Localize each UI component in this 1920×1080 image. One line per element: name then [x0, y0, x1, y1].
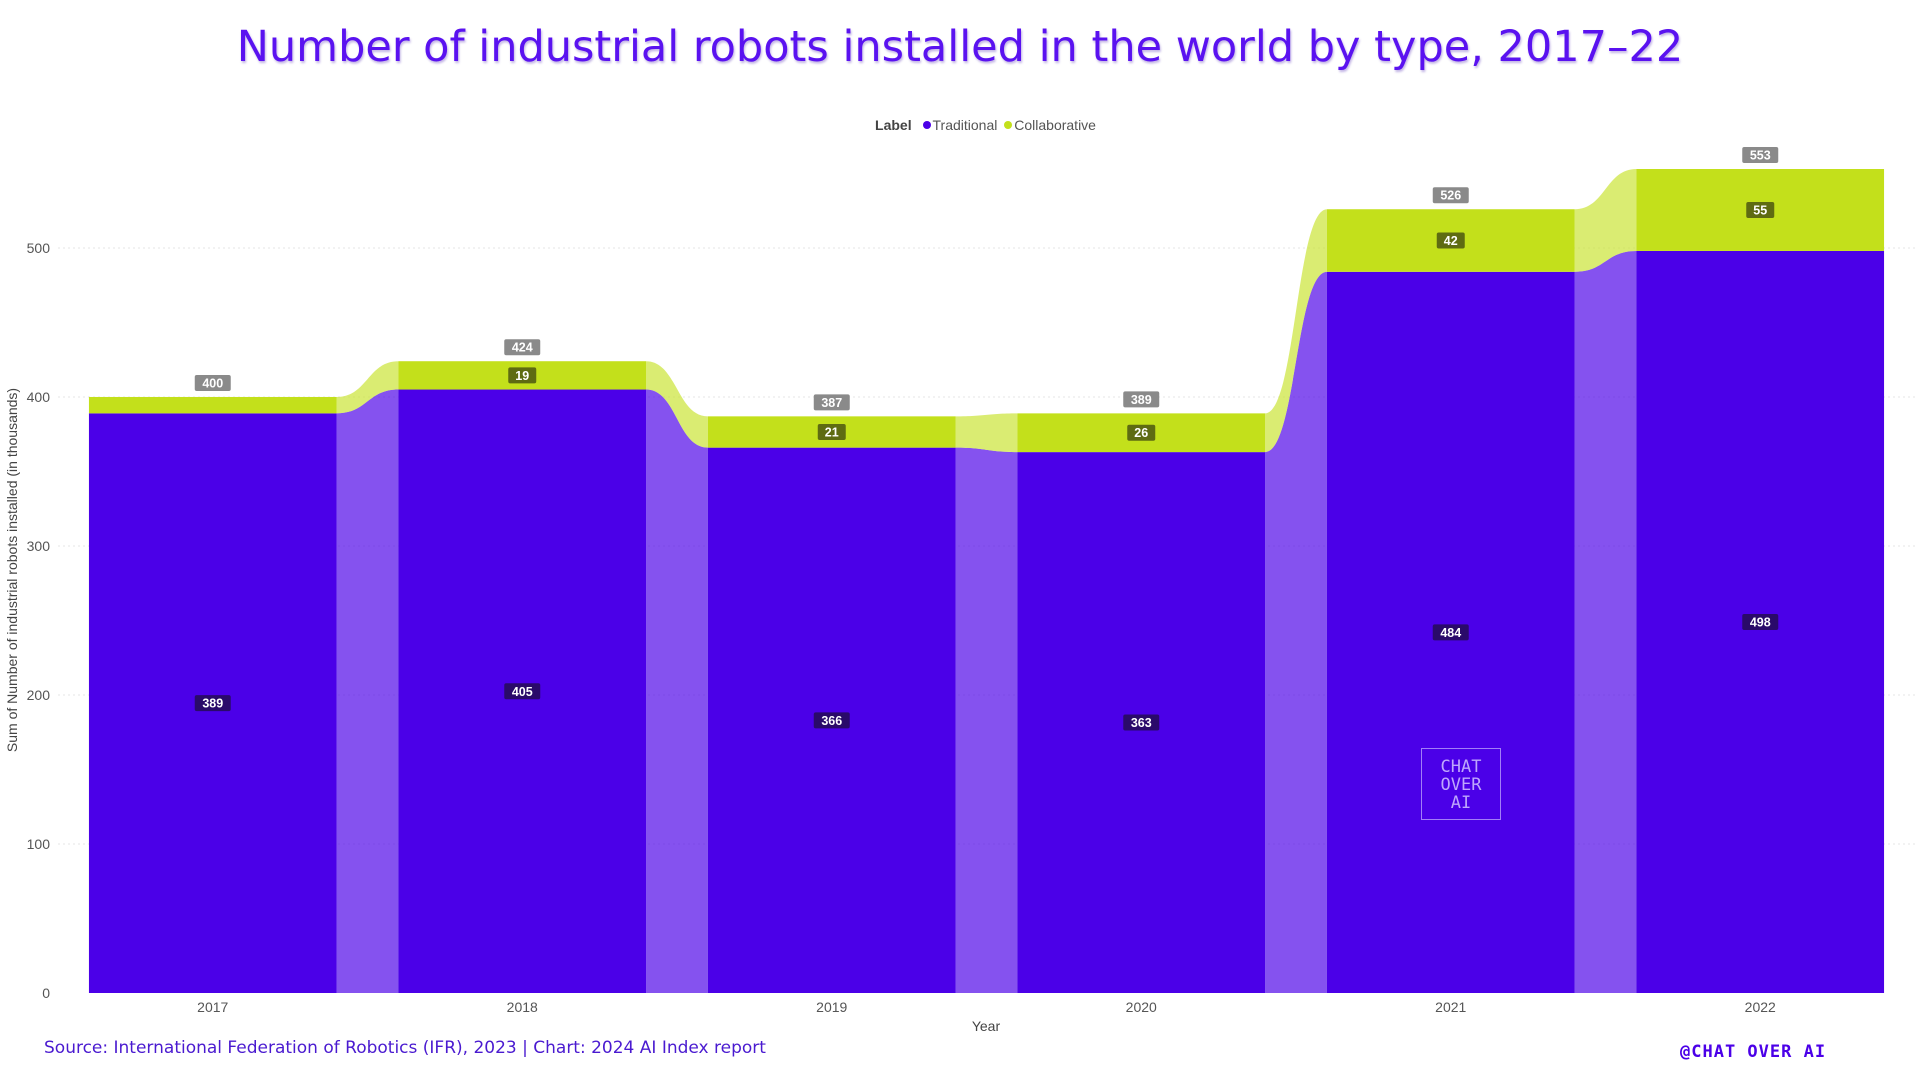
x-tick-label-2021: 2021 — [1435, 999, 1466, 1015]
ribbon-traditional-2018 — [646, 389, 708, 993]
data-label-traditional-2021-bg — [1432, 624, 1469, 641]
x-tick-label-2022: 2022 — [1745, 999, 1776, 1015]
data-label-total-2022: 553 — [1742, 147, 1779, 163]
data-label-traditional-2018-bg — [504, 683, 541, 700]
x-tick-label-2017: 2017 — [197, 999, 228, 1015]
data-label-traditional-2021-text: 484 — [1440, 626, 1461, 640]
data-label-traditional-2019-text: 366 — [821, 714, 842, 728]
ribbon-collaborative-2018 — [646, 361, 708, 448]
data-label-traditional-2019-bg — [813, 712, 850, 729]
data-label-collaborative-2019-bg — [817, 423, 846, 440]
y-tick-label-500: 500 — [27, 240, 51, 256]
data-label-collaborative-2020-text: 26 — [1134, 426, 1148, 440]
data-label-collaborative-2020-bg — [1127, 424, 1156, 441]
ribbon-collaborative-2020 — [1265, 209, 1327, 453]
y-tick-label-400: 400 — [27, 389, 51, 405]
data-label-collaborative-2021-bg — [1436, 232, 1465, 249]
data-label-traditional-2020-bg — [1123, 714, 1160, 731]
data-label-traditional-2018-text: 405 — [512, 685, 533, 699]
data-label-collaborative-2018-text: 19 — [515, 369, 529, 383]
data-label-total-2018: 424 — [504, 339, 541, 356]
data-label-total-2020-text: 389 — [1131, 393, 1152, 407]
data-label-total-2019-text: 387 — [821, 396, 842, 410]
data-label-traditional-2022-bg — [1742, 613, 1779, 630]
data-label-total-2020-bg — [1123, 391, 1160, 408]
data-label-total-2022-bg — [1742, 147, 1779, 163]
data-label-traditional-2020: 363 — [1123, 714, 1160, 731]
y-tick-label-100: 100 — [27, 836, 51, 852]
data-label-traditional-2018: 405 — [504, 683, 541, 700]
data-label-total-2021: 526 — [1432, 187, 1469, 204]
data-label-traditional-2022: 498 — [1742, 613, 1779, 630]
data-label-total-2021-bg — [1432, 187, 1469, 204]
y-tick-label-200: 200 — [27, 687, 51, 703]
data-label-traditional-2019: 366 — [813, 712, 850, 729]
data-label-total-2020: 389 — [1123, 391, 1160, 408]
source-note: Source: International Federation of Robo… — [44, 1038, 766, 1058]
data-label-total-2017-bg — [194, 374, 231, 391]
data-label-collaborative-2022-text: 55 — [1753, 203, 1767, 217]
data-label-total-2019-bg — [813, 394, 850, 411]
data-label-traditional-2017-text: 389 — [202, 697, 223, 711]
data-label-total-2022-text: 553 — [1750, 149, 1771, 163]
legend-dot-traditional — [922, 121, 931, 130]
legend-label-collaborative[interactable]: Collaborative — [1014, 117, 1096, 133]
ribbon-collaborative-2019 — [955, 413, 1018, 453]
data-label-total-2019: 387 — [813, 394, 850, 411]
y-tick-label-0: 0 — [42, 985, 50, 1001]
data-label-traditional-2022-text: 498 — [1750, 615, 1771, 629]
ribbon-traditional-2017 — [336, 389, 399, 993]
data-label-collaborative-2019: 21 — [817, 423, 846, 440]
watermark-logo: CHAT OVER AI — [1421, 748, 1501, 820]
data-label-traditional-2021: 484 — [1432, 624, 1469, 641]
legend-title: Label — [875, 117, 912, 133]
data-label-total-2018-bg — [504, 339, 541, 356]
x-tick-label-2020: 2020 — [1126, 999, 1157, 1015]
legend: Label Traditional Collaborative — [0, 117, 1920, 133]
data-label-total-2018-text: 424 — [512, 341, 533, 355]
x-tick-label-2019: 2019 — [816, 999, 847, 1015]
data-label-collaborative-2021-text: 42 — [1444, 234, 1458, 248]
data-label-collaborative-2019-text: 21 — [825, 425, 839, 439]
data-label-collaborative-2022: 55 — [1746, 201, 1775, 218]
ribbon-traditional-2019 — [955, 447, 1018, 993]
x-axis-title: Year — [972, 1018, 1001, 1034]
y-tick-label-300: 300 — [27, 538, 51, 554]
data-label-traditional-2017: 389 — [194, 695, 231, 712]
chart-title: Number of industrial robots installed in… — [236, 22, 1684, 72]
ribbon-collaborative-2017 — [336, 361, 399, 414]
data-label-total-2017-text: 400 — [202, 376, 223, 390]
data-label-total-2021-text: 526 — [1440, 189, 1461, 203]
data-label-collaborative-2018: 19 — [508, 367, 537, 384]
y-axis-title: Sum of Number of industrial robots insta… — [4, 388, 20, 752]
watermark-line-1: CHAT — [1440, 757, 1482, 777]
data-label-collaborative-2018-bg — [508, 367, 537, 384]
ribbon-collaborative-2021 — [1574, 169, 1637, 272]
data-label-traditional-2020-text: 363 — [1131, 716, 1152, 730]
brand-logo-text: @CHAT OVER AI — [1680, 1042, 1827, 1062]
data-label-collaborative-2020: 26 — [1127, 424, 1156, 441]
data-label-collaborative-2021: 42 — [1436, 232, 1465, 249]
data-label-collaborative-2022-bg — [1746, 201, 1775, 218]
x-tick-label-2018: 2018 — [507, 999, 538, 1015]
ribbon-traditional-2021 — [1574, 250, 1637, 993]
watermark-line-3: AI — [1450, 793, 1472, 813]
data-label-traditional-2017-bg — [194, 695, 231, 712]
data-label-total-2017: 400 — [194, 374, 231, 391]
bar-collaborative-2017 — [88, 396, 337, 414]
legend-dot-collaborative — [1004, 121, 1013, 130]
ribbon-traditional-2020 — [1265, 271, 1327, 994]
legend-label-traditional[interactable]: Traditional — [932, 117, 998, 133]
watermark-line-2: OVER — [1440, 775, 1482, 795]
